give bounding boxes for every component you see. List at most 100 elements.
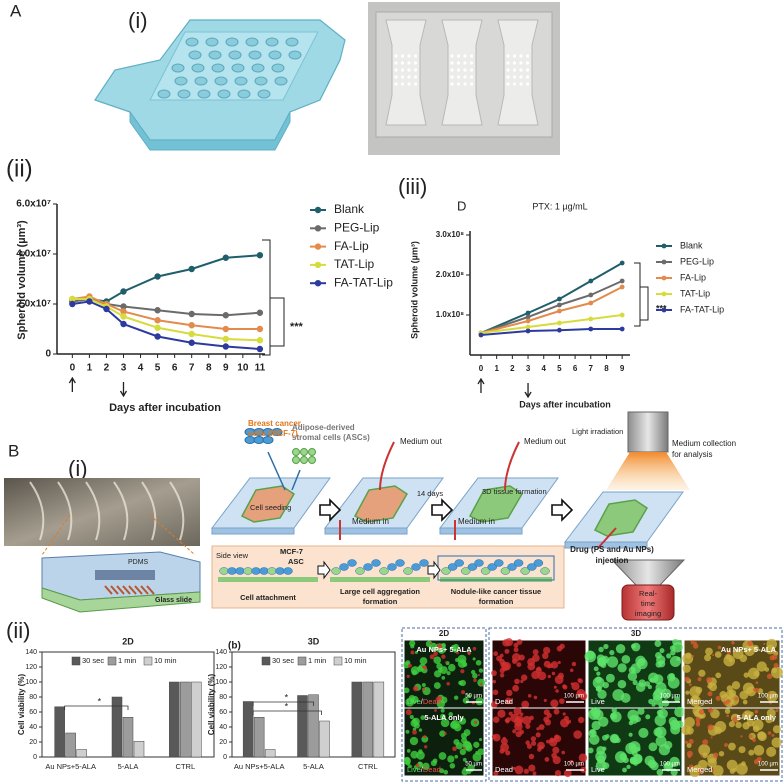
scale-label: 50 µm — [465, 694, 482, 700]
micrograph-speck — [752, 719, 764, 731]
step-arrow — [317, 560, 331, 580]
micrograph-speck — [520, 679, 524, 684]
micrograph-speck — [405, 709, 412, 716]
data-point — [619, 326, 625, 332]
micrograph-speck — [576, 688, 586, 698]
micrograph-speck — [551, 671, 556, 676]
panel-label: (i) — [128, 8, 148, 33]
significance-bracket — [64, 705, 129, 710]
label: Adipose-derived — [292, 423, 355, 432]
micrograph-speck — [415, 763, 420, 768]
micrograph-speck — [558, 698, 565, 705]
micrograph-speck — [656, 709, 664, 716]
legend-marker — [314, 243, 322, 250]
micrograph-speck — [609, 712, 618, 720]
well — [211, 63, 225, 73]
data-point — [120, 320, 127, 328]
well — [171, 63, 185, 73]
micrograph-speck — [627, 709, 639, 721]
chip-well — [512, 75, 517, 79]
micrograph-speck — [467, 694, 472, 698]
significance-bracket — [634, 262, 641, 327]
bar — [319, 720, 330, 758]
data-point — [478, 332, 484, 338]
data-point — [120, 288, 127, 295]
micrograph-speck — [592, 676, 605, 689]
micrograph-speck — [648, 742, 658, 752]
micrograph-speck — [571, 661, 577, 667]
well — [274, 76, 288, 86]
micrograph-speck — [649, 677, 654, 683]
micrograph-panel-2d — [401, 627, 487, 782]
label: Medium out — [524, 437, 567, 446]
panel-label: (b) — [228, 641, 241, 652]
data-point — [222, 312, 229, 319]
x-tick-label: 10 — [237, 363, 249, 374]
chip-well — [394, 54, 398, 58]
light-cone — [606, 452, 690, 490]
step-arrow — [427, 560, 441, 580]
x-tick-label: 7 — [189, 363, 195, 374]
micrograph-speck — [472, 752, 482, 762]
chip-well — [463, 82, 467, 86]
y-tick-label: 4.0x10⁷ — [16, 249, 51, 260]
photo-channel — [141, 481, 157, 541]
chip-well — [525, 82, 530, 86]
micrograph-speck — [645, 714, 651, 720]
y-tick-label: 2.0x10⁸ — [436, 270, 464, 279]
bar — [264, 749, 276, 758]
arrow — [524, 383, 532, 399]
cell-region — [240, 485, 296, 523]
chip-well — [525, 68, 530, 72]
cell-row — [146, 585, 155, 595]
micrograph-speck — [693, 643, 699, 649]
well — [245, 37, 259, 47]
micrograph-speck — [704, 654, 712, 662]
legend-label: TAT-Lip — [334, 257, 375, 271]
legend-label: 1 min — [308, 656, 326, 665]
micrograph-speck — [508, 711, 513, 716]
series-line — [480, 280, 623, 334]
cell — [474, 559, 484, 567]
chip-well — [450, 54, 454, 58]
micrograph-speck — [543, 698, 547, 703]
y-tick-label: 0 — [223, 754, 227, 761]
chip-well — [450, 61, 454, 65]
y-tick-label: 120 — [215, 664, 227, 671]
micrograph-speck — [688, 683, 692, 687]
cell — [219, 567, 229, 575]
cell — [467, 563, 478, 571]
micrograph-speck — [514, 765, 524, 775]
micrograph-speck — [513, 642, 519, 648]
legend-swatch — [261, 656, 271, 666]
micrograph-speck — [686, 742, 692, 748]
chip-well — [512, 82, 517, 86]
data-point — [557, 320, 562, 326]
micrograph-speck — [526, 743, 532, 749]
micrograph-speck — [497, 709, 506, 718]
y-tick-label: 1.0x10⁸ — [436, 310, 464, 319]
micrograph-label: Merged — [687, 765, 712, 774]
micrograph-speck — [513, 647, 519, 653]
label: Nodule-like cancer tissue — [451, 587, 541, 596]
chip-well — [525, 61, 530, 65]
drug-arrow — [597, 527, 617, 549]
micrograph-speck — [696, 721, 700, 725]
cell — [533, 559, 544, 567]
label: Side view — [216, 551, 249, 560]
label: Cell attachment — [240, 593, 296, 602]
micrograph-speck — [557, 672, 564, 679]
micrograph-speck — [423, 735, 427, 739]
micrograph-speck — [713, 752, 719, 758]
chip-well — [413, 61, 418, 65]
micrograph-speck — [605, 673, 615, 683]
data-point — [557, 308, 562, 314]
label: stromal cells (ASCs) — [292, 433, 370, 442]
data-point — [69, 295, 76, 303]
chip-well — [394, 75, 398, 79]
chip-well — [463, 54, 467, 58]
micrograph-speck — [421, 665, 425, 669]
legend-label: PEG-Lip — [680, 256, 714, 266]
micrograph-speck — [554, 734, 560, 740]
